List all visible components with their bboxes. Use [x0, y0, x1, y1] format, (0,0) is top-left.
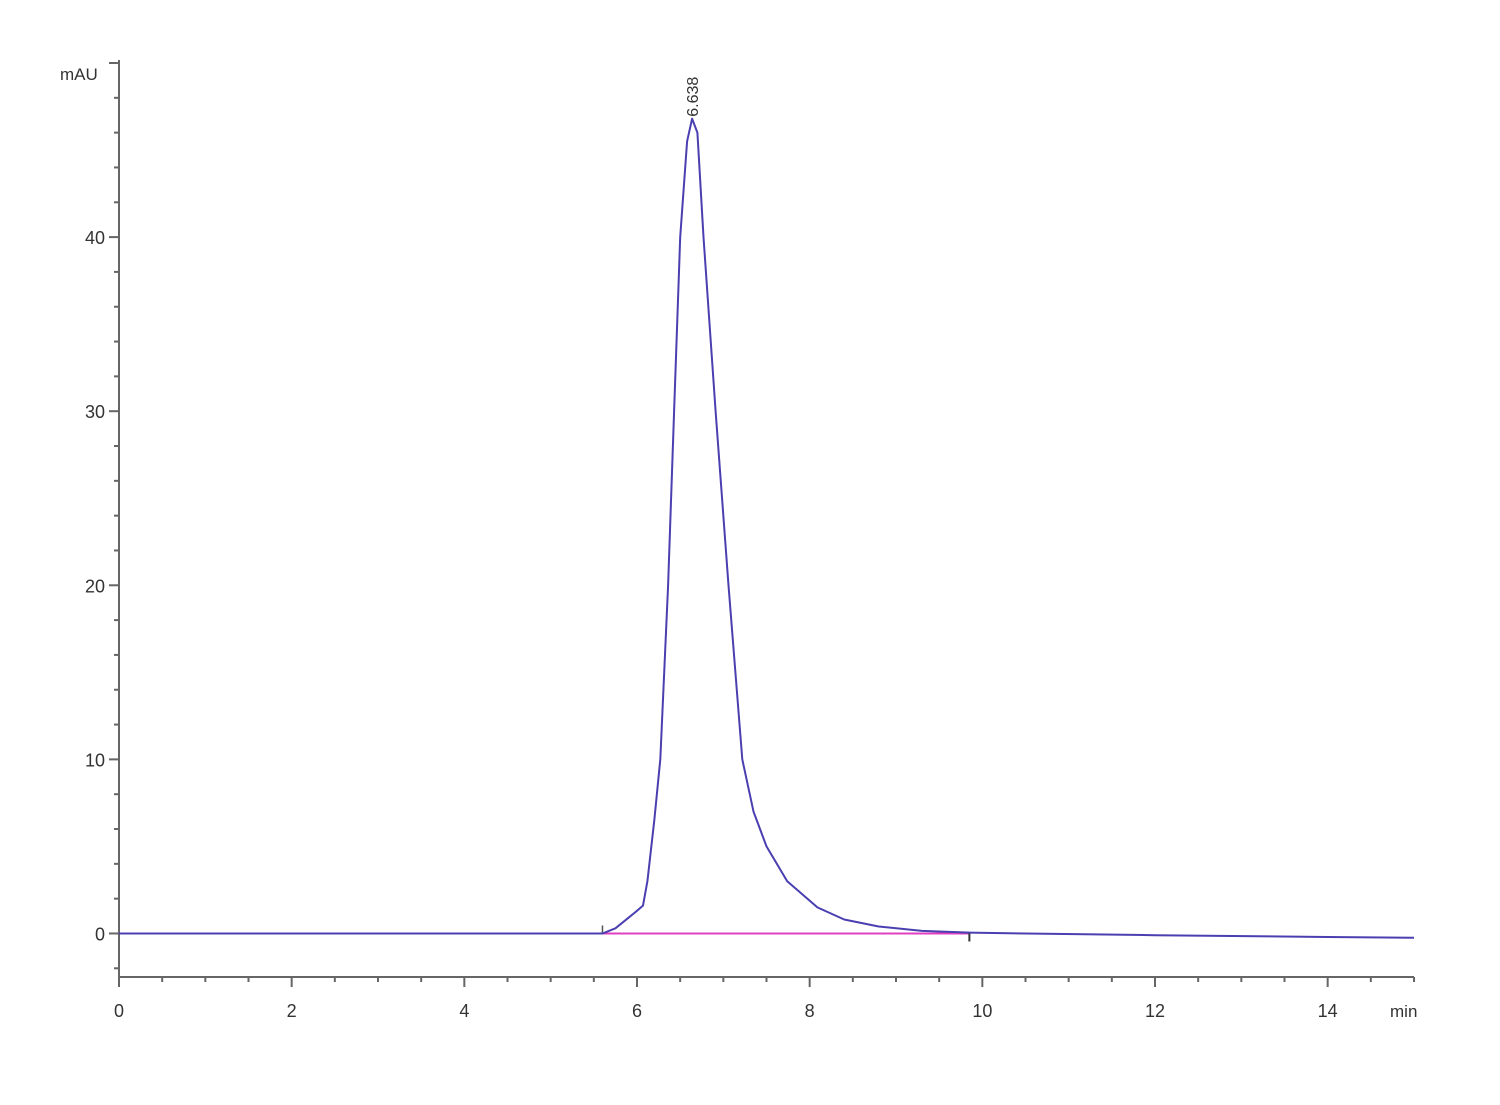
x-tick-label: 6 [632, 1001, 642, 1021]
x-tick-label: 8 [805, 1001, 815, 1021]
y-tick-label: 0 [95, 924, 105, 944]
y-tick-label: 30 [85, 402, 105, 422]
signal-trace [119, 117, 1415, 939]
x-tick-label: 0 [114, 1001, 124, 1021]
y-axis-label: mAU [60, 65, 98, 84]
y-tick-label: 20 [85, 576, 105, 596]
x-axis-label: min [1390, 1002, 1417, 1021]
x-tick-label: 14 [1318, 1001, 1338, 1021]
x-tick-label: 10 [972, 1001, 992, 1021]
y-tick-label: 10 [85, 750, 105, 770]
peak-label: 6.638 [685, 77, 702, 117]
y-tick-label: 40 [85, 228, 105, 248]
x-tick-label: 2 [287, 1001, 297, 1021]
x-tick-label: 12 [1145, 1001, 1165, 1021]
x-tick-label: 4 [459, 1001, 469, 1021]
